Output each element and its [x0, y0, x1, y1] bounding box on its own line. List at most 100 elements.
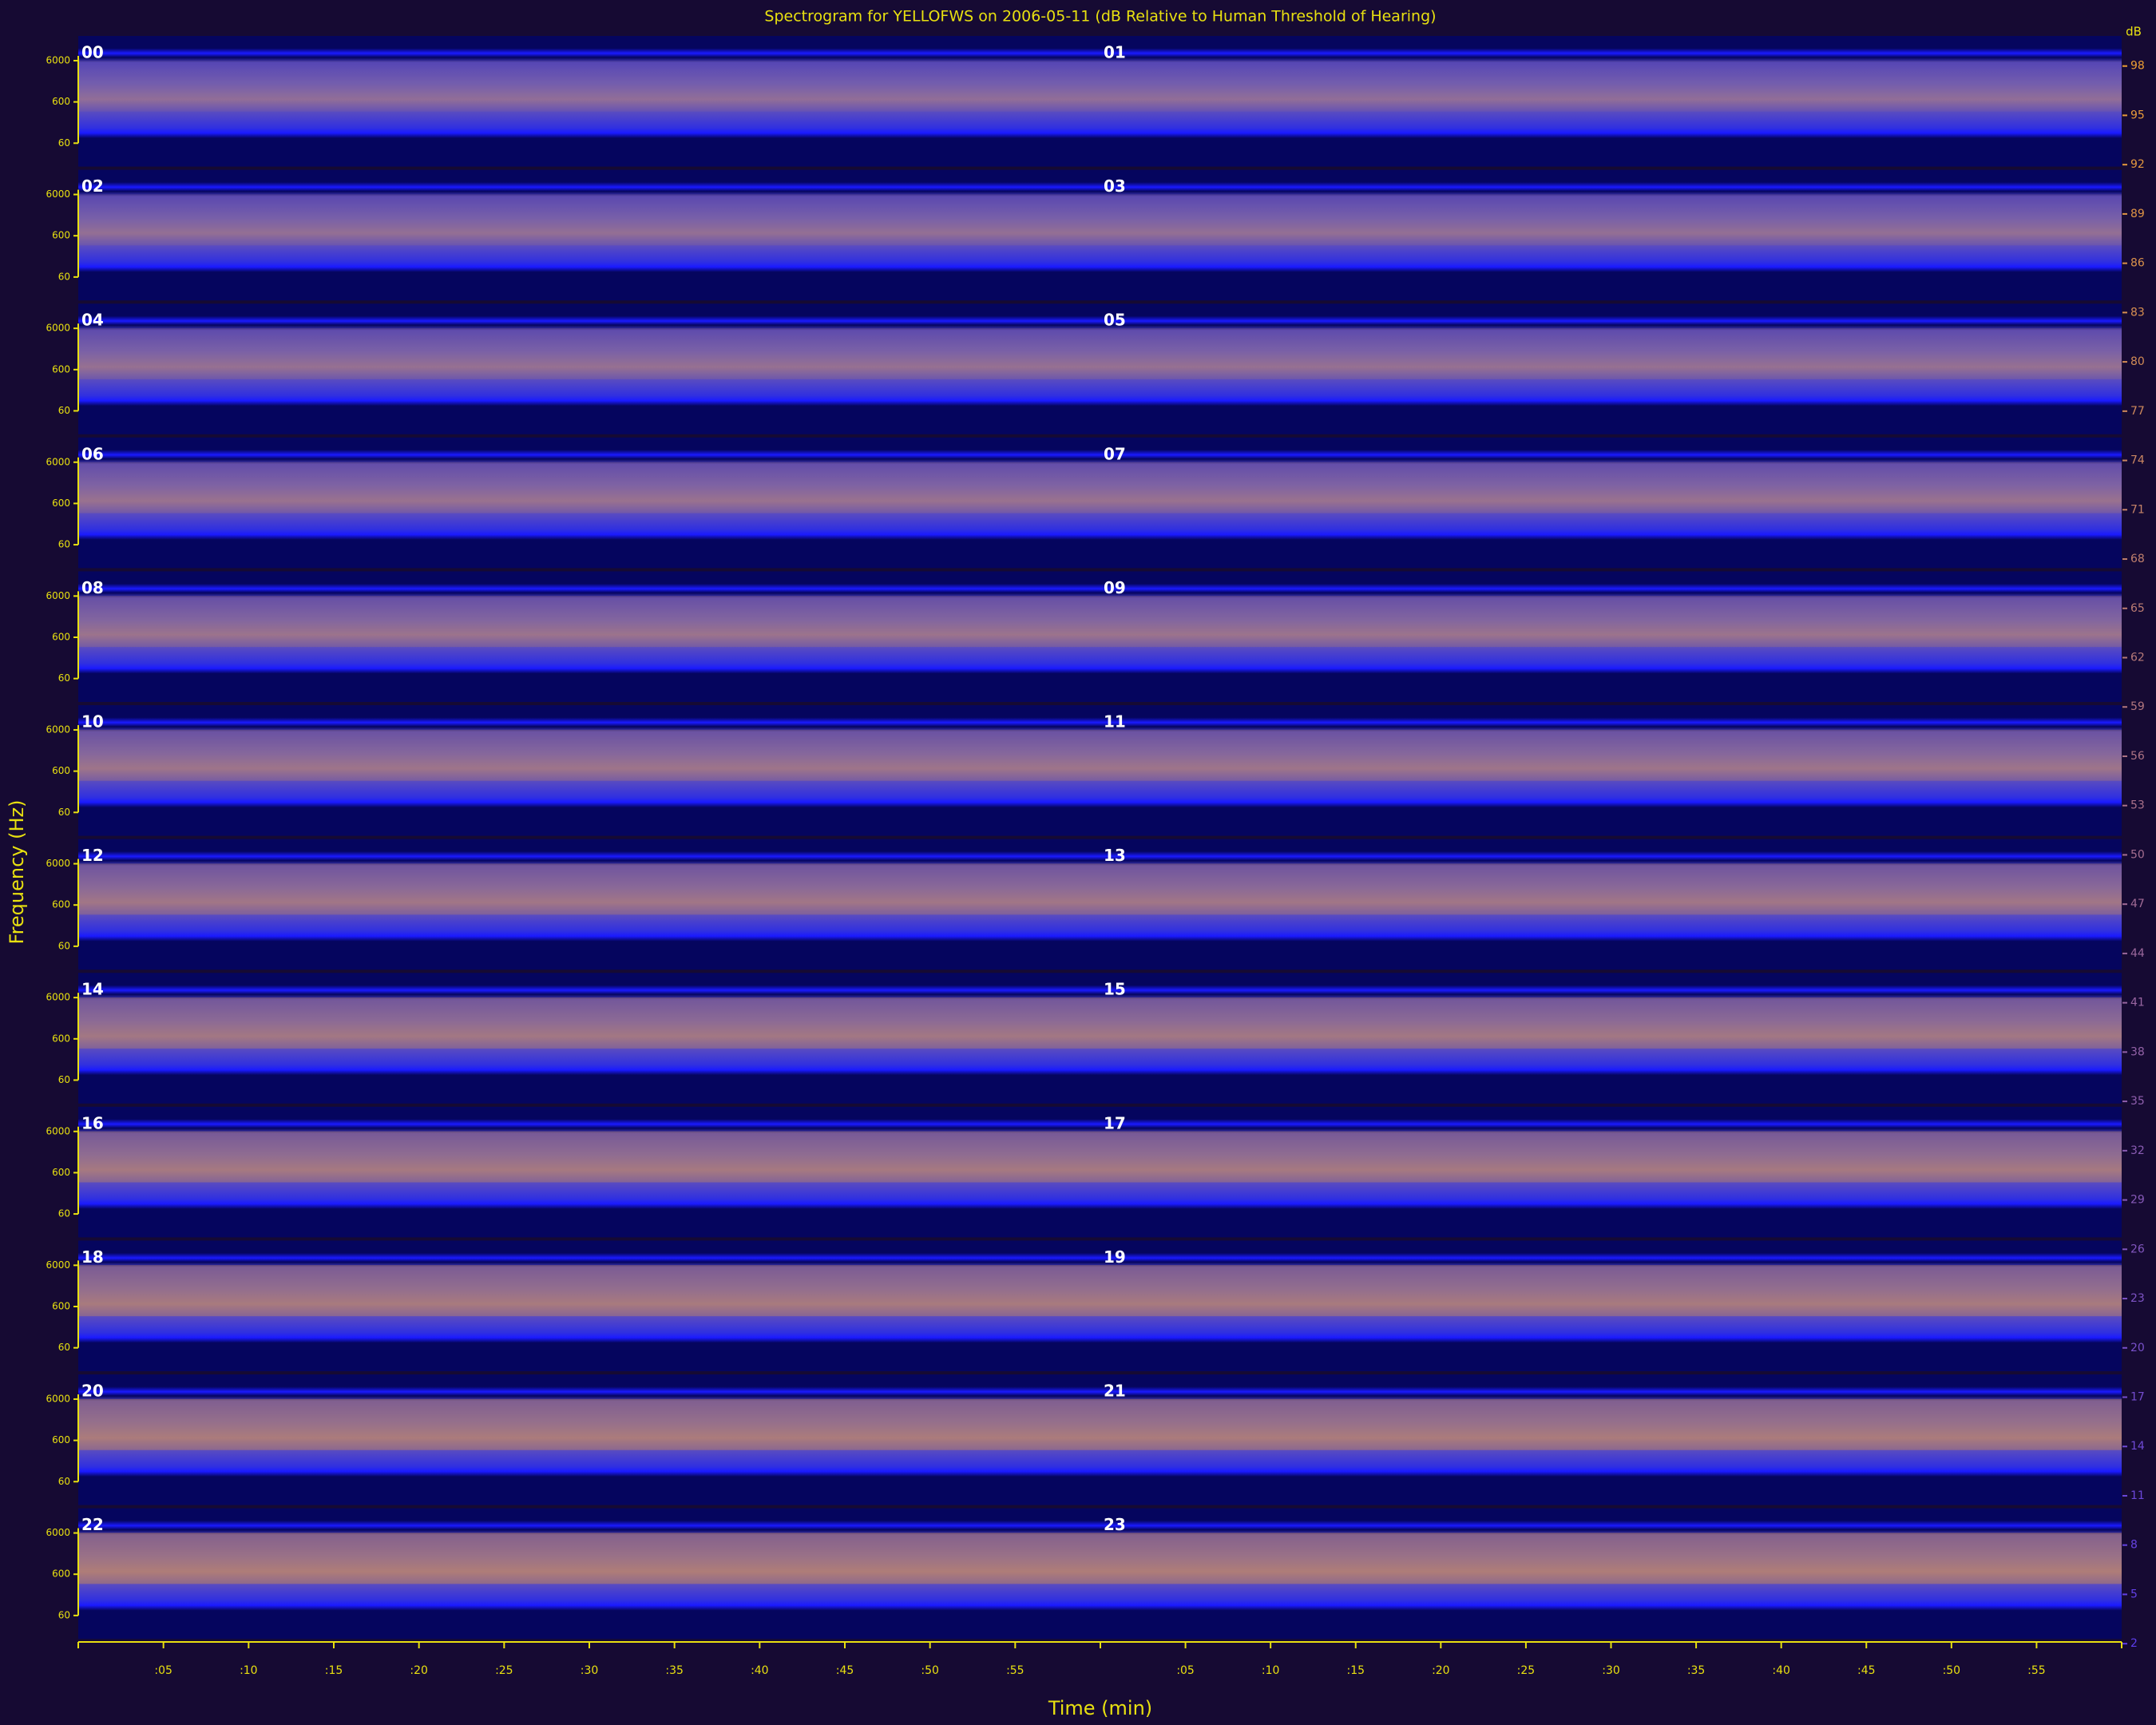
x-tick-label: :35	[1687, 1664, 1706, 1677]
y-tick-label: 6000	[46, 1393, 70, 1404]
colorbar-tick-label: 56	[2130, 750, 2145, 763]
spectrogram-panel	[1100, 182, 2122, 284]
y-tick-label: 6000	[46, 590, 70, 601]
spectrogram-highlight	[1100, 1398, 2122, 1450]
x-tick-label: :40	[751, 1664, 769, 1677]
colorbar-tick-label: 62	[2130, 652, 2145, 664]
colorbar-label: dB	[2126, 25, 2142, 39]
colorbar-tick-label: 83	[2130, 306, 2145, 319]
colorbar-tick-label: 98	[2130, 60, 2145, 73]
panel-label: 13	[1104, 846, 1126, 865]
x-tick-label: :25	[495, 1664, 513, 1677]
colorbar-tick-label: 8	[2130, 1539, 2138, 1552]
spectrogram-panel	[1100, 985, 2122, 1088]
spectrogram-highlight	[1100, 462, 2122, 514]
panel-label: 04	[81, 311, 104, 330]
spectrogram-highlight	[1100, 997, 2122, 1049]
y-tick-label: 6000	[46, 992, 70, 1003]
panel-label: 14	[81, 980, 104, 999]
colorbar-tick-label: 59	[2130, 700, 2145, 713]
spectrogram-highlight	[78, 60, 1100, 112]
y-tick-label: 60	[58, 940, 70, 951]
panel-label: 01	[1104, 43, 1126, 62]
colorbar-tick-label: 53	[2130, 799, 2145, 812]
spectrogram-panel	[78, 182, 1100, 284]
panel-label: 08	[81, 578, 104, 597]
y-tick-label: 6000	[46, 188, 70, 200]
y-tick-label: 60	[58, 137, 70, 149]
y-tick-label: 600	[52, 1434, 70, 1445]
x-tick-label: :30	[581, 1664, 599, 1677]
colorbar-tick-label: 14	[2130, 1440, 2145, 1453]
y-tick-label: 60	[58, 1342, 70, 1353]
spectrogram-panel	[78, 1386, 1100, 1489]
x-tick-label: :20	[1432, 1664, 1450, 1677]
y-tick-label: 60	[58, 271, 70, 282]
colorbar-tick-label: 2	[2130, 1637, 2138, 1650]
spectrogram-highlight	[1100, 1533, 2122, 1584]
spectrogram-panel	[78, 583, 1100, 686]
spectrogram-panel	[78, 1252, 1100, 1355]
colorbar-tick-label: 44	[2130, 947, 2145, 960]
spectrogram-panel	[1100, 1521, 2122, 1623]
spectrogram-panel	[78, 48, 1100, 151]
x-tick-label: :15	[325, 1664, 343, 1677]
colorbar-tick-label: 23	[2130, 1292, 2145, 1305]
spectrogram-panel	[1100, 583, 2122, 686]
y-tick-label: 6000	[46, 724, 70, 735]
colorbar-tick-label: 38	[2130, 1045, 2145, 1058]
y-tick-label: 60	[58, 807, 70, 818]
y-tick-label: 600	[52, 1301, 70, 1312]
spectrogram-panel	[1100, 450, 2122, 553]
panel-label: 00	[81, 43, 104, 62]
spectrogram-panel	[1100, 315, 2122, 418]
y-tick-label: 600	[52, 765, 70, 776]
x-tick-label: :50	[921, 1664, 939, 1677]
y-tick-label: 60	[58, 1609, 70, 1620]
y-tick-label: 600	[52, 1033, 70, 1044]
spectrogram-panel	[78, 851, 1100, 954]
spectrogram-panel	[1100, 1386, 2122, 1489]
colorbar-tick-label: 89	[2130, 208, 2145, 220]
spectrogram-highlight	[1100, 1265, 2122, 1317]
spectrogram-highlight	[78, 729, 1100, 781]
panel-label: 19	[1104, 1247, 1126, 1267]
spectrogram-panel	[1100, 717, 2122, 820]
y-tick-label: 600	[52, 632, 70, 643]
x-tick-label: :45	[836, 1664, 854, 1677]
x-tick-label: :10	[1262, 1664, 1280, 1677]
y-tick-label: 60	[58, 1476, 70, 1487]
spectrogram-highlight	[1100, 327, 2122, 379]
spectrogram-highlight	[1100, 863, 2122, 915]
spectrogram-panel	[78, 717, 1100, 820]
y-tick-label: 600	[52, 498, 70, 509]
spectrogram-highlight	[78, 596, 1100, 648]
spectrogram-highlight	[78, 327, 1100, 379]
y-tick-label: 6000	[46, 1259, 70, 1271]
y-tick-label: 6000	[46, 456, 70, 467]
y-tick-label: 6000	[46, 323, 70, 334]
y-tick-label: 60	[58, 1074, 70, 1085]
colorbar-tick-label: 5	[2130, 1588, 2138, 1600]
colorbar-tick-label: 71	[2130, 503, 2145, 516]
spectrogram-highlight	[78, 462, 1100, 514]
panel-label: 23	[1104, 1515, 1126, 1534]
y-tick-label: 60	[58, 672, 70, 684]
colorbar-tick-label: 50	[2130, 848, 2145, 861]
x-tick-label: :55	[2027, 1664, 2046, 1677]
colorbar-tick-label: 29	[2130, 1194, 2145, 1207]
colorbar-tick-label: 11	[2130, 1489, 2145, 1502]
spectrogram-highlight	[78, 194, 1100, 246]
spectrogram-panel	[1100, 1252, 2122, 1355]
y-tick-label: 60	[58, 1208, 70, 1219]
panel-label: 21	[1104, 1382, 1126, 1401]
colorbar-tick-label: 77	[2130, 405, 2145, 418]
colorbar-tick-label: 74	[2130, 454, 2145, 467]
panel-label: 09	[1104, 578, 1126, 597]
colorbar-tick-label: 32	[2130, 1144, 2145, 1157]
colorbar-tick-label: 80	[2130, 355, 2145, 368]
colorbar-tick-label: 86	[2130, 257, 2145, 270]
panel-label: 06	[81, 444, 104, 463]
x-tick-label: :55	[1006, 1664, 1024, 1677]
